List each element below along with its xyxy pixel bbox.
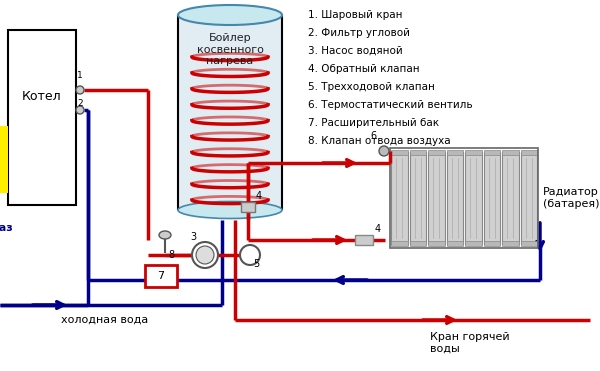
Bar [521,152,537,244]
Ellipse shape [178,201,282,219]
Text: Бойлер
косвенного
нагрева: Бойлер косвенного нагрева [197,33,263,66]
Ellipse shape [192,242,218,268]
Text: Радиатор
(батарея): Радиатор (батарея) [543,187,599,209]
Bar [391,241,407,246]
Text: Котел: Котел [22,90,62,103]
Bar [465,150,482,155]
Text: 4: 4 [375,224,381,234]
Text: 1: 1 [77,71,83,80]
Bar [0,126,8,193]
Ellipse shape [379,146,389,156]
Ellipse shape [196,246,214,264]
Bar [428,150,445,155]
Bar [484,152,500,244]
Text: холодная вода: холодная вода [61,315,149,325]
Bar [484,150,500,155]
Bar [178,15,282,210]
Text: газ: газ [0,223,13,233]
Text: 2. Фильтр угловой: 2. Фильтр угловой [308,28,410,38]
Text: 8. Клапан отвода воздуха: 8. Клапан отвода воздуха [308,136,451,146]
Text: 5. Трехходовой клапан: 5. Трехходовой клапан [308,82,435,92]
Bar [409,150,426,155]
Text: 6. Термостатический вентиль: 6. Термостатический вентиль [308,100,473,110]
Text: 4: 4 [256,191,262,201]
Bar [391,150,407,155]
Bar [502,150,518,155]
Text: 6: 6 [370,131,376,141]
Ellipse shape [178,5,282,25]
Bar [521,150,537,155]
Bar [355,235,373,245]
Text: 2: 2 [77,99,83,108]
Text: 7. Расширительный бак: 7. Расширительный бак [308,118,439,128]
Text: 7: 7 [157,271,164,281]
Bar [502,152,518,244]
Bar [409,152,426,244]
Bar [428,241,445,246]
Bar [521,241,537,246]
Bar [391,152,407,244]
Bar [465,152,482,244]
Bar [390,148,538,248]
Text: 4. Обратный клапан: 4. Обратный клапан [308,64,419,74]
Ellipse shape [240,245,260,265]
Bar [178,15,282,210]
Text: 3. Насос водяной: 3. Насос водяной [308,46,403,56]
Text: 5: 5 [253,259,259,269]
Bar [446,152,463,244]
Ellipse shape [76,106,84,114]
Bar [484,241,500,246]
Bar [446,241,463,246]
Text: 1. Шаровый кран: 1. Шаровый кран [308,10,403,20]
Bar [446,150,463,155]
Bar [145,265,177,287]
Text: 8: 8 [168,250,174,260]
Ellipse shape [159,231,171,239]
Text: 3: 3 [190,232,196,242]
Bar [8,30,76,205]
Bar [465,241,482,246]
Bar [428,152,445,244]
Text: Кран горячей
воды: Кран горячей воды [430,332,509,354]
Bar [409,241,426,246]
Bar [502,241,518,246]
Ellipse shape [76,86,84,94]
Bar [241,202,255,212]
